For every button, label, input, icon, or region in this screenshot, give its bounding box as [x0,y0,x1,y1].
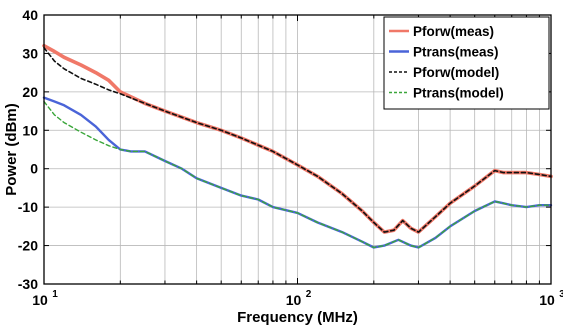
y-tick-label: 20 [22,84,38,100]
x-tick-label: 10 [286,292,302,308]
series-layer [42,43,553,249]
ticks [43,14,552,285]
legend: Pforw(meas) Ptrans(meas) Pforw(model) Ptran… [383,16,550,110]
tick-labels: -30 -20 -10 0 10 20 30 40 10 1 10 2 10 3 [18,7,563,308]
x-tick-label-exponent: 3 [559,289,563,300]
series-line-ptrans-model [43,100,552,249]
y-tick-label: -20 [18,238,38,254]
legend-label: Ptrans(meas) [413,45,499,60]
y-tick-label: -10 [18,199,38,215]
x-tick-label-exponent: 1 [52,289,58,300]
y-tick-label: 10 [22,122,38,138]
series-line-pforw-model [43,46,552,233]
y-tick-label: -30 [18,276,38,292]
x-tick-label: 10 [539,292,555,308]
legend-label: Pforw(meas) [413,24,494,39]
x-tick-label: 10 [32,292,48,308]
x-tick-label-exponent: 2 [306,289,312,300]
y-axis-label: Power (dBm) [3,103,20,196]
legend-label: Ptrans(model) [413,86,504,101]
legend-box [383,16,550,110]
y-tick-label: 40 [22,7,38,23]
y-tick-label: 0 [30,161,38,177]
y-tick-label: 30 [22,45,38,61]
legend-label: Pforw(model) [413,65,499,80]
x-axis-label: Frequency (MHz) [237,309,358,326]
